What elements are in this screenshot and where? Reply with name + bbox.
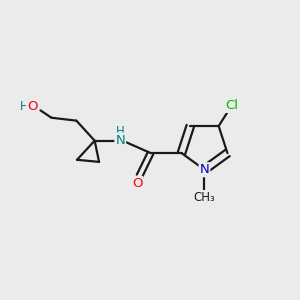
Text: H: H (20, 100, 28, 113)
Text: O: O (132, 177, 142, 190)
Text: CH₃: CH₃ (194, 191, 215, 204)
Text: N: N (200, 163, 209, 176)
Text: O: O (27, 100, 38, 113)
Text: Cl: Cl (225, 99, 239, 112)
Text: N: N (116, 134, 125, 147)
Text: H: H (116, 125, 124, 138)
